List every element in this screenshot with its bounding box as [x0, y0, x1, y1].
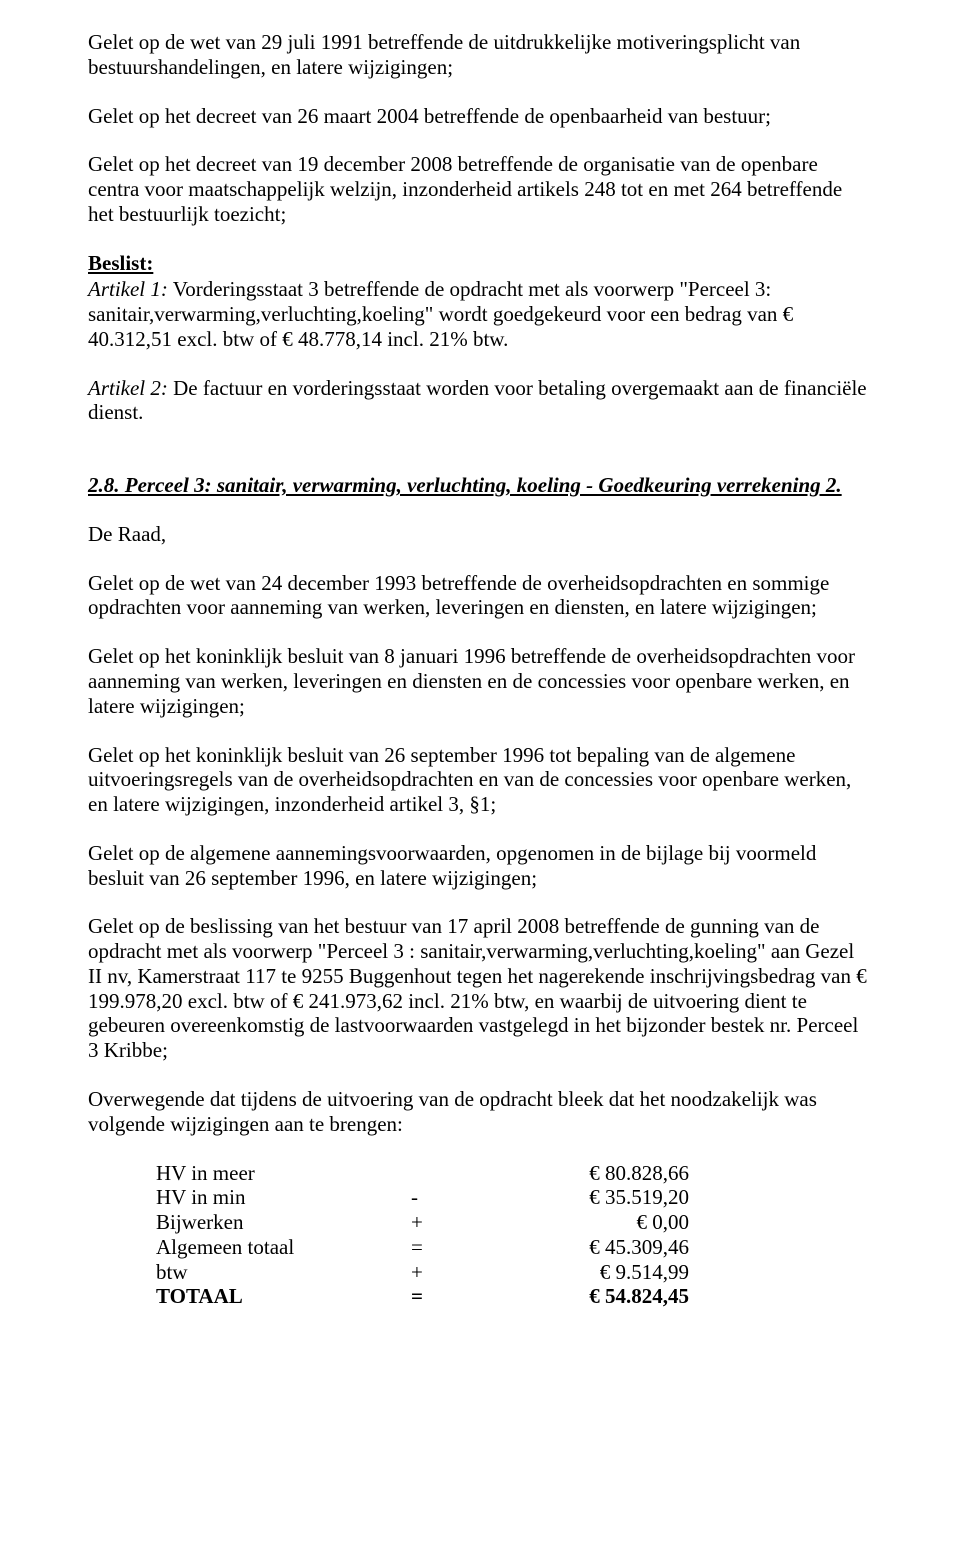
row-label: HV in meer: [156, 1161, 411, 1186]
row-label: btw: [156, 1260, 411, 1285]
row-sign: +: [411, 1210, 539, 1235]
row-sign: =: [411, 1235, 539, 1260]
row-value: € 45.309,46: [539, 1235, 689, 1260]
table-row: btw + € 9.514,99: [156, 1260, 689, 1285]
row-sign: -: [411, 1185, 539, 1210]
paragraph: Gelet op de wet van 29 juli 1991 betreff…: [88, 30, 872, 80]
paragraph: Gelet op de algemene aannemingsvoorwaard…: [88, 841, 872, 891]
table-row: Bijwerken + € 0,00: [156, 1210, 689, 1235]
row-sign: =: [411, 1284, 539, 1309]
table-row-total: TOTAAL = € 54.824,45: [156, 1284, 689, 1309]
article-1: Artikel 1: Vorderingsstaat 3 betreffende…: [88, 277, 872, 351]
row-value: € 0,00: [539, 1210, 689, 1235]
article-label: Artikel 1:: [88, 277, 168, 301]
paragraph: De Raad,: [88, 522, 872, 547]
row-sign: [411, 1161, 539, 1186]
row-label: Algemeen totaal: [156, 1235, 411, 1260]
paragraph: Gelet op het decreet van 26 maart 2004 b…: [88, 104, 872, 129]
row-label: Bijwerken: [156, 1210, 411, 1235]
document-page: Gelet op de wet van 29 juli 1991 betreff…: [0, 0, 960, 1553]
table-row: Algemeen totaal = € 45.309,46: [156, 1235, 689, 1260]
paragraph: Gelet op het koninklijk besluit van 8 ja…: [88, 644, 872, 718]
article-text: Vorderingsstaat 3 betreffende de opdrach…: [88, 277, 793, 351]
row-value: € 9.514,99: [539, 1260, 689, 1285]
row-sign: +: [411, 1260, 539, 1285]
row-value: € 54.824,45: [539, 1284, 689, 1309]
article-2: Artikel 2: De factuur en vorderingsstaat…: [88, 376, 872, 426]
row-label: HV in min: [156, 1185, 411, 1210]
calculation-table: HV in meer € 80.828,66 HV in min - € 35.…: [156, 1161, 872, 1310]
article-label: Artikel 2:: [88, 376, 168, 400]
row-label: TOTAAL: [156, 1284, 411, 1309]
decision-label: Beslist:: [88, 251, 872, 276]
paragraph: Gelet op het koninklijk besluit van 26 s…: [88, 743, 872, 817]
paragraph: Gelet op de beslissing van het bestuur v…: [88, 914, 872, 1063]
paragraph: Overwegende dat tijdens de uitvoering va…: [88, 1087, 872, 1137]
paragraph: Gelet op de wet van 24 december 1993 bet…: [88, 571, 872, 621]
row-value: € 35.519,20: [539, 1185, 689, 1210]
section-heading: 2.8. Perceel 3: sanitair, verwarming, ve…: [88, 473, 872, 498]
paragraph: Gelet op het decreet van 19 december 200…: [88, 152, 872, 226]
article-text: De factuur en vorderingsstaat worden voo…: [88, 376, 867, 425]
row-value: € 80.828,66: [539, 1161, 689, 1186]
section-heading-text: 2.8. Perceel 3: sanitair, verwarming, ve…: [88, 473, 842, 497]
table-row: HV in min - € 35.519,20: [156, 1185, 689, 1210]
table-row: HV in meer € 80.828,66: [156, 1161, 689, 1186]
